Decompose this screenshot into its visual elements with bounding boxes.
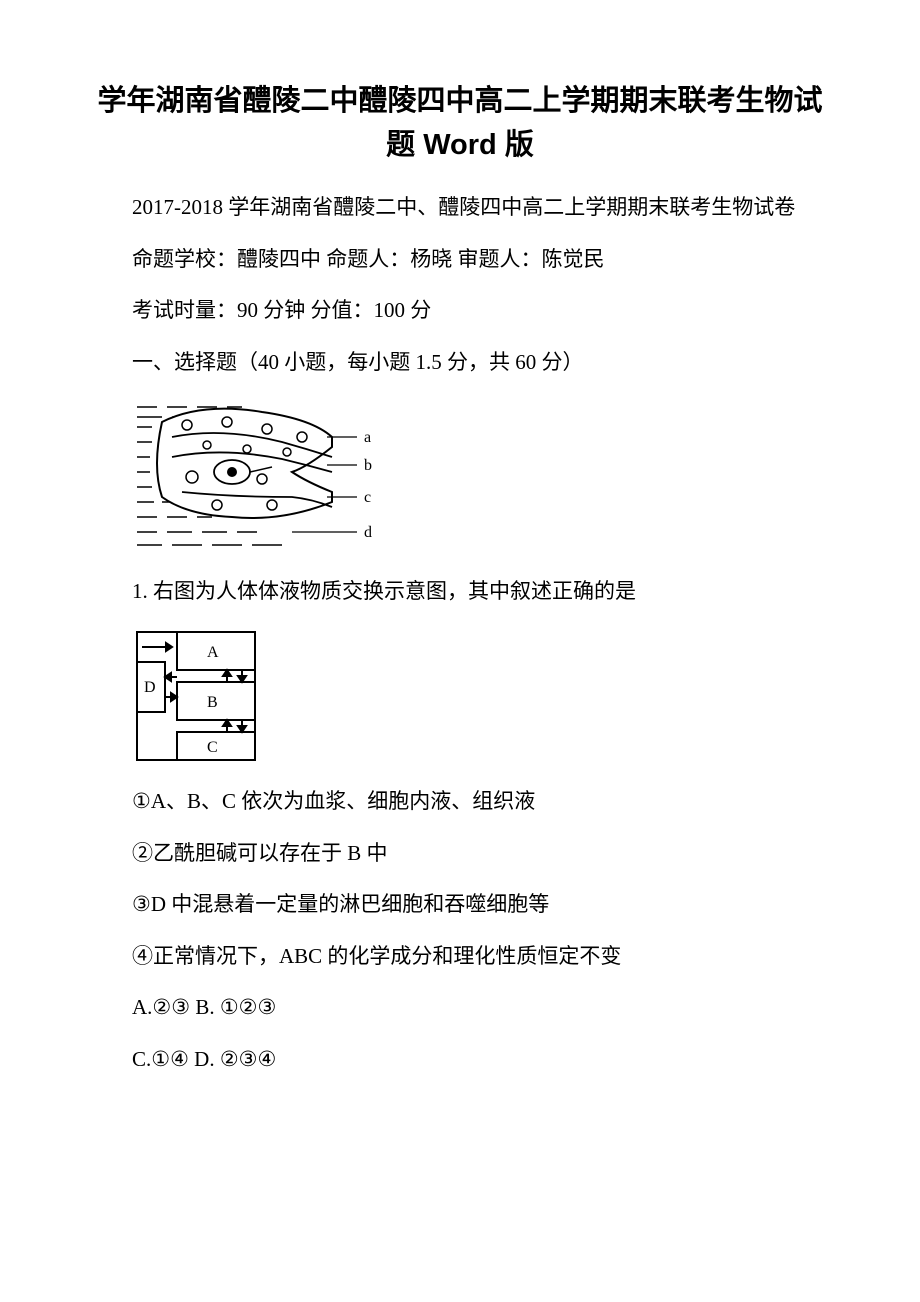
option-line-1: A.②③ B. ①②③ <box>90 991 830 1025</box>
meta-line: 命题学校：醴陵四中 命题人：杨晓 审题人：陈觉民 <box>90 243 830 277</box>
option-line-2: C.①④ D. ②③④ <box>90 1043 830 1077</box>
label-c: c <box>364 489 371 506</box>
label-a: a <box>364 429 371 446</box>
figure-2-box-diagram: A B C D <box>132 627 830 767</box>
figure-1-tissue-diagram: a b c d <box>132 397 830 557</box>
label-d: d <box>364 524 372 541</box>
box-label-a: A <box>207 644 219 661</box>
statement-4: ④正常情况下，ABC 的化学成分和理化性质恒定不变 <box>90 940 830 974</box>
statement-2: ②乙酰胆碱可以存在于 B 中 <box>90 837 830 871</box>
statement-3: ③D 中混悬着一定量的淋巴细胞和吞噬细胞等 <box>90 888 830 922</box>
box-label-b: B <box>207 694 218 711</box>
label-b: b <box>364 457 372 474</box>
section-header: 一、选择题（40 小题，每小题 1.5 分，共 60 分） <box>90 346 830 380</box>
document-title: 学年湖南省醴陵二中醴陵四中高二上学期期末联考生物试题 Word 版 <box>90 80 830 167</box>
box-label-c: C <box>207 739 218 756</box>
intro-paragraph: 2017-2018 学年湖南省醴陵二中、醴陵四中高二上学期期末联考生物试卷 <box>90 191 830 225</box>
exam-info: 考试时量：90 分钟 分值：100 分 <box>90 294 830 328</box>
statement-1: ①A、B、C 依次为血浆、细胞内液、组织液 <box>90 785 830 819</box>
box-svg: A B C D <box>132 627 262 767</box>
question-1-text: 1. 右图为人体体液物质交换示意图，其中叙述正确的是 <box>90 575 830 609</box>
tissue-svg: a b c d <box>132 397 392 557</box>
box-label-d: D <box>144 679 156 696</box>
